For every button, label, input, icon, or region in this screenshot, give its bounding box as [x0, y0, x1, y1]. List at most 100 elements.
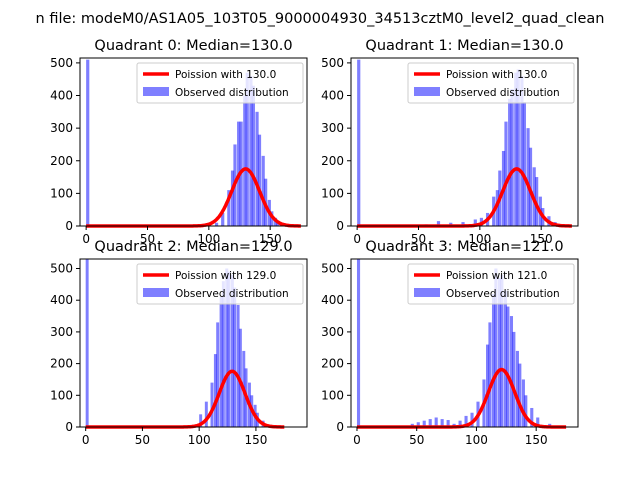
y-tick-label: 200 — [321, 154, 344, 168]
histogram-bar — [497, 278, 502, 427]
histogram-bar — [261, 155, 265, 226]
panel-title: Quadrant 1: Median=130.0 — [365, 38, 563, 54]
histogram-bar — [416, 422, 420, 427]
histogram-bar — [236, 304, 240, 427]
histogram-bar — [255, 111, 259, 226]
y-tick-label: 500 — [50, 56, 73, 70]
histogram-bar — [500, 274, 504, 427]
x-tick-label: 50 — [411, 232, 426, 246]
x-tick-label: 0 — [353, 232, 361, 246]
x-tick-label: 150 — [244, 433, 267, 447]
y-tick-label: 400 — [50, 293, 73, 307]
y-tick-label: 0 — [336, 420, 344, 434]
x-tick-label: 100 — [197, 232, 220, 246]
y-tick-label: 0 — [65, 219, 73, 233]
y-tick-label: 100 — [50, 186, 73, 200]
y-tick-label: 500 — [321, 262, 344, 276]
histogram-bar — [276, 222, 280, 226]
histogram-bar — [436, 221, 441, 226]
histogram-bar — [495, 190, 499, 226]
histogram-bar — [227, 190, 231, 226]
x-tick-label: 0 — [82, 232, 90, 246]
histogram-bar — [486, 344, 490, 427]
histogram-bar — [213, 354, 217, 427]
histogram-bar — [530, 407, 534, 427]
histogram-bar — [210, 382, 214, 427]
legend-hist-swatch — [143, 87, 169, 96]
histogram-bar — [219, 297, 223, 427]
legend-hist-label: Observed distribution — [446, 87, 560, 99]
histogram-bar — [458, 420, 462, 427]
histogram-bar — [461, 222, 465, 226]
poisson-fit-line — [355, 367, 568, 429]
histogram-bar — [199, 414, 203, 427]
histogram-bar — [216, 322, 220, 427]
histogram-bar — [516, 69, 520, 226]
histogram-bar — [434, 417, 438, 427]
histogram-bar — [504, 121, 508, 226]
histogram-bar — [85, 259, 89, 427]
histogram-bar — [214, 222, 219, 226]
legend-hist-label: Observed distribution — [175, 288, 289, 300]
histogram-bar — [491, 293, 496, 427]
panel-title: Quadrant 2: Median=129.0 — [94, 239, 292, 255]
histogram-bar — [503, 290, 508, 427]
histogram-bar — [464, 415, 468, 427]
y-tick-label: 100 — [321, 388, 344, 402]
histogram-bar — [470, 412, 474, 427]
histogram-bar — [509, 316, 514, 427]
y-tick-label: 400 — [50, 89, 73, 103]
panel-title: Quadrant 0: Median=130.0 — [94, 38, 292, 54]
histogram-bar — [230, 274, 234, 427]
histogram-bar — [510, 88, 514, 226]
y-tick-label: 0 — [65, 420, 73, 434]
y-tick-label: 300 — [50, 121, 73, 135]
histogram-bar — [515, 350, 519, 427]
histogram-bar — [245, 72, 249, 226]
legend-fit-label: Poission with 130.0 — [175, 69, 276, 81]
histogram-bar — [227, 271, 231, 427]
chart-quadrant-2: Quadrant 2: Median=129.0 0 50 100 150 0 100 200… — [50, 239, 308, 447]
histogram-bar — [257, 134, 262, 226]
y-tick-label: 500 — [50, 262, 73, 276]
histogram-bar — [488, 322, 492, 427]
legend-box — [407, 263, 575, 305]
histogram-bar — [204, 401, 208, 427]
x-tick-label: 100 — [468, 232, 491, 246]
histogram-bar — [508, 98, 512, 226]
chart-quadrant-1: Quadrant 1: Median=130.0 0 50 100 150 0 100 200… — [321, 38, 579, 246]
legend-fit-label: Poission with 129.0 — [175, 270, 276, 282]
legend-box — [407, 62, 575, 104]
figure-suptitle: n file: modeM0/AS1A05_103T05_9000004930_… — [36, 11, 605, 27]
x-tick-label: 50 — [135, 433, 150, 447]
histogram-bar — [243, 95, 247, 227]
histogram-bar — [522, 102, 526, 226]
histogram-bar — [356, 259, 361, 427]
x-tick-label: 150 — [525, 433, 548, 447]
legend-hist-swatch — [414, 288, 440, 297]
y-tick-label: 400 — [321, 89, 344, 103]
axes-frame — [350, 258, 579, 428]
legend-box — [136, 263, 304, 305]
y-tick-label: 300 — [50, 325, 73, 339]
axes-frame — [350, 57, 579, 227]
chart-quadrant-0: Quadrant 0: Median=130.0 0 50 100 150 0 100 200… — [50, 38, 308, 246]
y-tick-label: 300 — [321, 325, 344, 339]
legend-hist-swatch — [414, 87, 440, 96]
histogram-bar — [86, 59, 90, 226]
legend-hist-label: Observed distribution — [175, 87, 289, 99]
x-tick-label: 100 — [465, 433, 488, 447]
y-tick-label: 200 — [50, 357, 73, 371]
histogram-bar — [521, 379, 525, 427]
histogram-bar — [526, 128, 530, 226]
y-tick-label: 200 — [50, 154, 73, 168]
legend-hist-swatch — [143, 288, 169, 297]
histogram-bar — [512, 331, 516, 427]
histogram-bar — [221, 212, 225, 226]
x-tick-label: 150 — [259, 232, 282, 246]
axes-frame — [79, 57, 308, 227]
legend-box — [136, 62, 304, 104]
histogram-bar — [494, 268, 498, 427]
legend-fit-label: Poission with 130.0 — [446, 69, 547, 81]
